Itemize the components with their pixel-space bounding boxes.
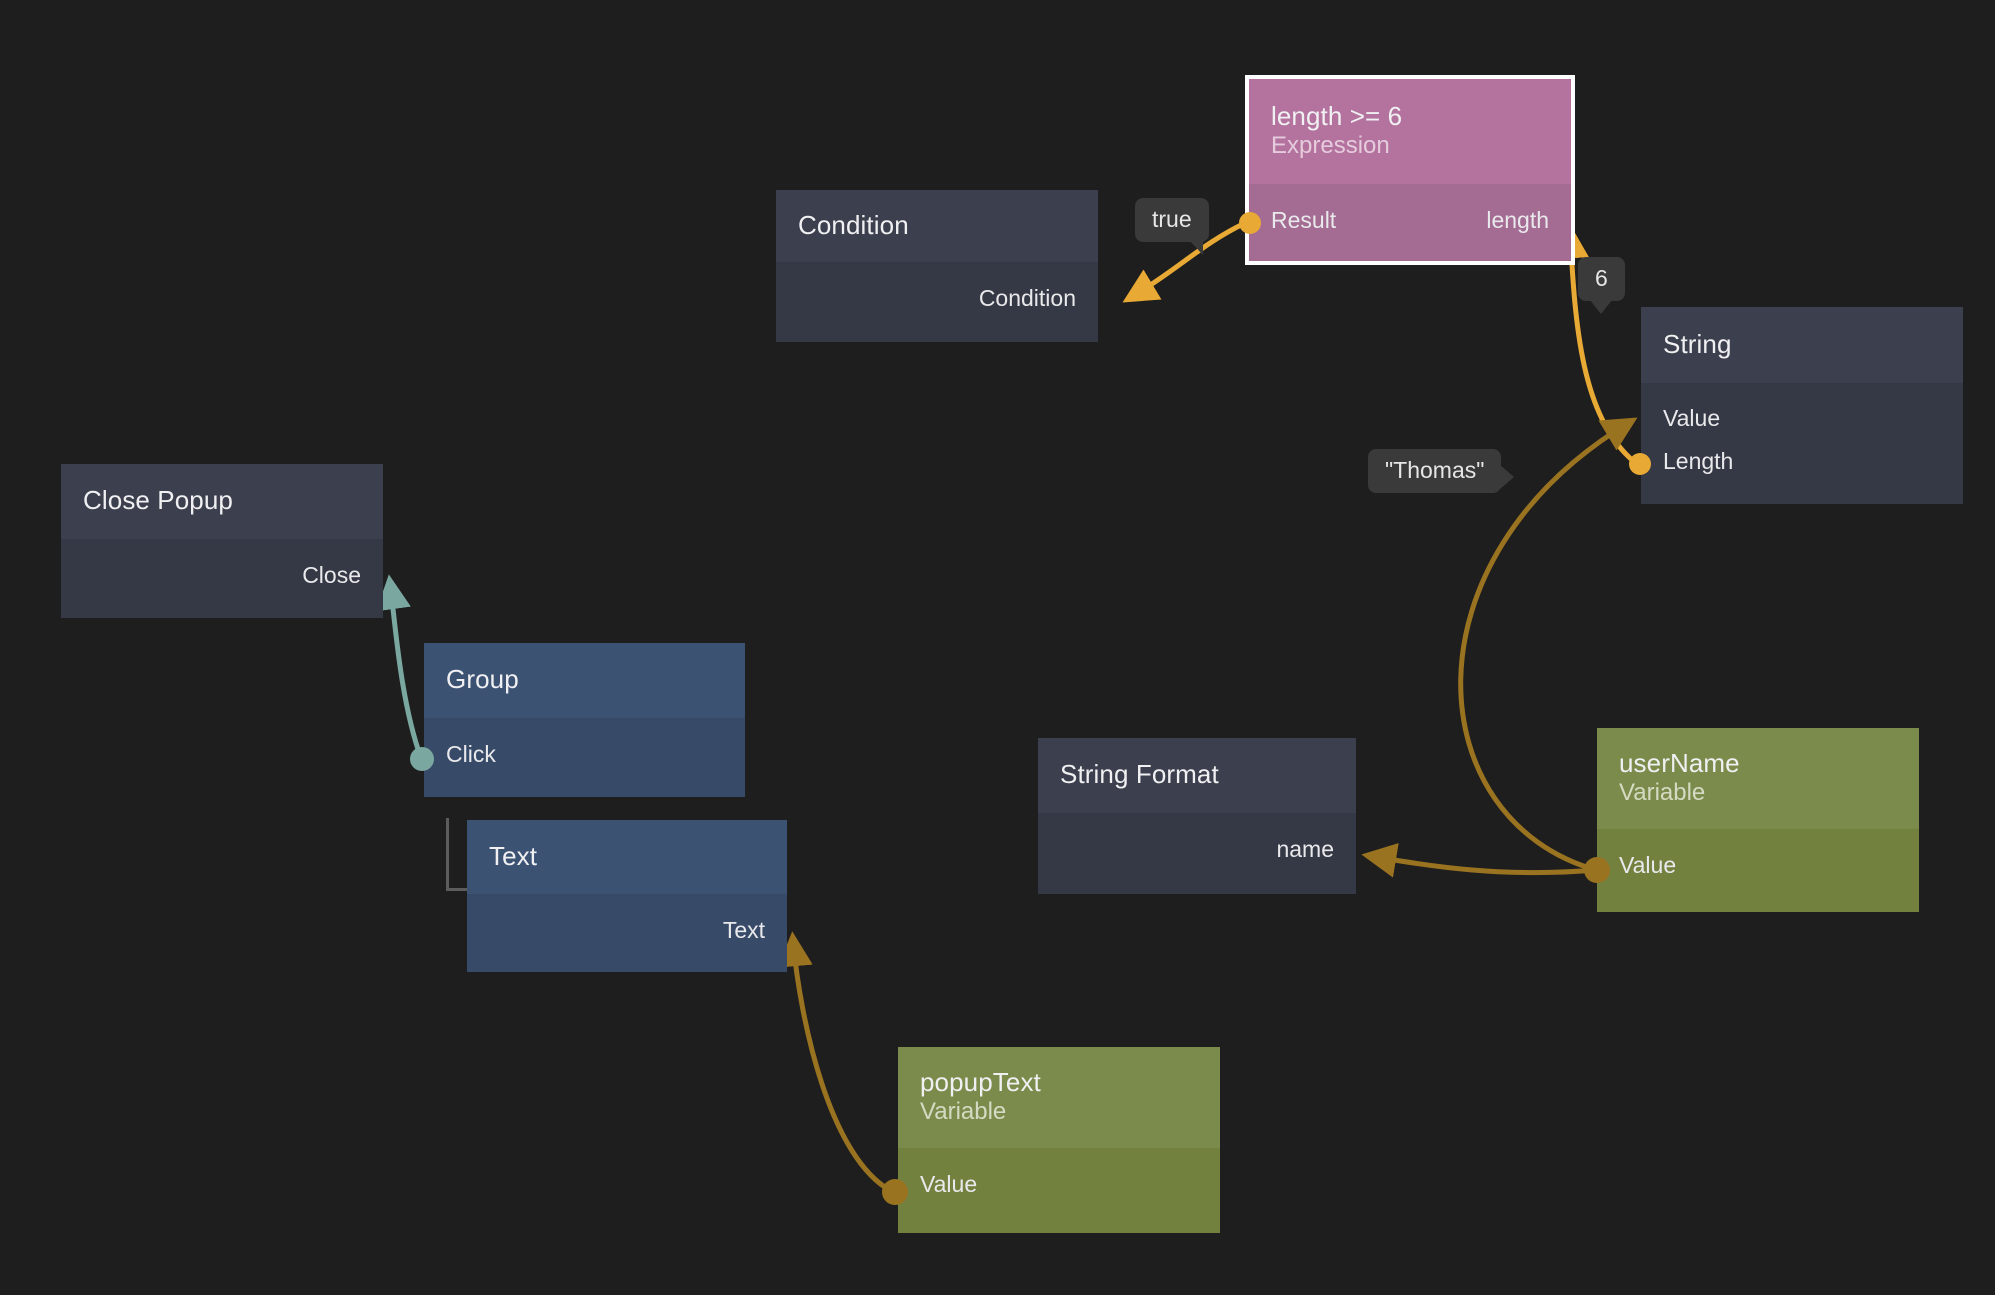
node-close-popup-header[interactable]: Close Popup xyxy=(61,464,383,539)
port-label-expression-result[interactable]: Result xyxy=(1271,206,1337,233)
node-string-header[interactable]: String xyxy=(1641,307,1963,383)
port-label-popup-text-value[interactable]: Value xyxy=(920,1170,978,1197)
edge-username-value-to-stringformat-name xyxy=(1361,843,1597,878)
port-label-user-name-value[interactable]: Value xyxy=(1619,851,1677,878)
node-string-format-header[interactable]: String Format xyxy=(1038,738,1356,813)
node-string-format-body: name xyxy=(1038,813,1356,894)
port-label-expression-length[interactable]: length xyxy=(1486,206,1549,233)
edge-popuptext-value-to-text-text xyxy=(777,931,895,1195)
port-row-condition[interactable]: Condition xyxy=(776,276,1098,320)
node-user-name[interactable]: userName Variable Value xyxy=(1597,728,1919,912)
port-row-user-name-value[interactable]: Value xyxy=(1597,843,1919,887)
port-label-text-text[interactable]: Text xyxy=(722,916,765,943)
port-label-string-length[interactable]: Length xyxy=(1663,448,1734,474)
node-popup-text-body: Value xyxy=(898,1148,1220,1233)
value-badge-six-tail xyxy=(1590,300,1613,315)
node-close-popup-body: Close xyxy=(61,539,383,618)
node-text-header[interactable]: Text xyxy=(467,820,787,894)
port-row-close-popup-close[interactable]: Close xyxy=(61,553,383,597)
node-close-popup-title: Close Popup xyxy=(83,485,233,516)
node-expression-subtitle: Expression xyxy=(1271,132,1390,160)
node-group-header[interactable]: Group xyxy=(424,643,745,718)
node-group[interactable]: Group Click xyxy=(424,643,745,797)
node-string-title: String xyxy=(1663,328,1732,359)
port-row-expression[interactable]: Result length xyxy=(1249,198,1571,242)
port-row-string-format-name[interactable]: name xyxy=(1038,827,1356,871)
node-user-name-subtitle: Variable xyxy=(1619,779,1706,807)
port-row-text-text[interactable]: Text xyxy=(467,908,787,952)
port-label-condition-condition[interactable]: Condition xyxy=(978,284,1076,311)
node-string-format[interactable]: String Format name xyxy=(1038,738,1356,894)
port-label-string-format-name[interactable]: name xyxy=(1276,835,1334,862)
node-popup-text-header[interactable]: popupText Variable xyxy=(898,1047,1220,1148)
value-badge-six-label: 6 xyxy=(1595,265,1608,291)
node-user-name-title: userName xyxy=(1619,747,1740,778)
value-badge-true: true xyxy=(1135,198,1209,256)
node-expression[interactable]: length >= 6 Expression Result length xyxy=(1245,75,1575,265)
port-label-group-click[interactable]: Click xyxy=(446,740,496,767)
port-row-string-value[interactable]: Value xyxy=(1641,397,1963,440)
value-badge-true-label: true xyxy=(1152,206,1192,232)
node-popup-text-title: popupText xyxy=(920,1066,1041,1097)
port-row-popup-text-value[interactable]: Value xyxy=(898,1162,1220,1206)
node-text-body: Text xyxy=(467,894,787,972)
node-expression-header[interactable]: length >= 6 Expression xyxy=(1249,79,1571,184)
edge-group-click-to-closepopup-close xyxy=(376,574,424,759)
node-popup-text[interactable]: popupText Variable Value xyxy=(898,1047,1220,1233)
node-string[interactable]: String Value Length xyxy=(1641,307,1963,504)
node-close-popup[interactable]: Close Popup Close xyxy=(61,464,383,618)
node-condition[interactable]: Condition Condition xyxy=(776,190,1098,342)
node-popup-text-subtitle: Variable xyxy=(920,1098,1007,1126)
node-condition-body: Condition xyxy=(776,262,1098,342)
node-condition-header[interactable]: Condition xyxy=(776,190,1098,262)
node-group-title: Group xyxy=(446,664,519,695)
port-label-close-popup-close[interactable]: Close xyxy=(302,561,361,588)
port-row-string-length[interactable]: Length xyxy=(1641,440,1963,483)
node-string-format-title: String Format xyxy=(1060,759,1219,790)
node-expression-body: Result length xyxy=(1249,184,1571,261)
node-user-name-body: Value xyxy=(1597,829,1919,912)
node-text[interactable]: Text Text xyxy=(467,820,787,972)
node-user-name-header[interactable]: userName Variable xyxy=(1597,728,1919,829)
node-expression-title: length >= 6 xyxy=(1271,100,1403,131)
node-condition-title: Condition xyxy=(798,209,909,240)
value-badge-true-tail xyxy=(1188,240,1203,256)
node-group-body: Click xyxy=(424,718,745,797)
value-badge-thomas-label: "Thomas" xyxy=(1385,457,1485,483)
value-badge-thomas-tail xyxy=(1500,465,1515,490)
node-string-body: Value Length xyxy=(1641,383,1963,504)
port-row-group-click[interactable]: Click xyxy=(424,732,745,776)
port-label-string-value[interactable]: Value xyxy=(1663,405,1721,431)
hierarchy-bracket-group-text xyxy=(446,818,468,891)
node-text-title: Text xyxy=(489,840,538,871)
value-badge-thomas: "Thomas" xyxy=(1368,449,1515,494)
value-badge-six: 6 xyxy=(1578,257,1625,315)
